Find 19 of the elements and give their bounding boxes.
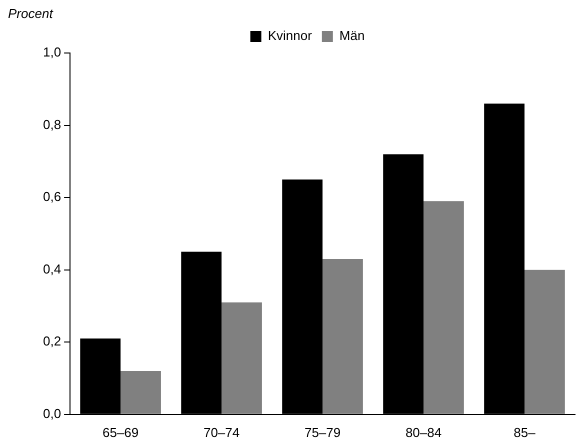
bar	[524, 270, 565, 414]
x-tick-label: 65–69	[102, 424, 139, 440]
y-tick-label: 1,0	[42, 44, 62, 60]
y-tick-label: 0,6	[42, 189, 62, 204]
y-tick-label: 0,2	[42, 334, 62, 349]
x-tick-label: 80–84	[405, 424, 442, 440]
y-axis-title: Procent	[8, 6, 54, 22]
x-tick-label: 70–74	[203, 424, 240, 440]
legend-label: Kvinnor	[268, 28, 313, 44]
bar	[120, 371, 161, 414]
y-tick-label: 0,4	[42, 261, 62, 276]
y-tick-label: 0,0	[42, 406, 62, 421]
bar	[322, 259, 363, 414]
x-tick-label: 75–79	[304, 424, 341, 440]
x-tick-label: 85–	[514, 424, 536, 440]
legend-label: Män	[339, 28, 365, 44]
bar	[424, 201, 464, 414]
y-tick-label: 0,8	[42, 116, 62, 132]
bar	[222, 302, 262, 414]
